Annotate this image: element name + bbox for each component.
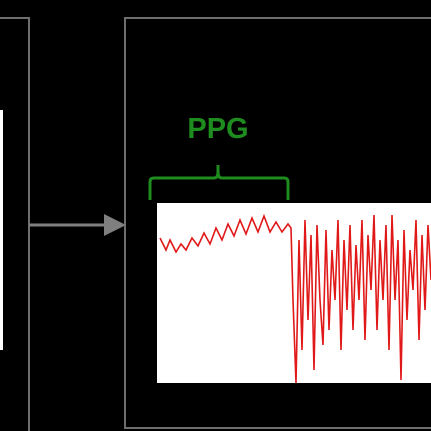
- ppg-label: PPG: [187, 113, 248, 145]
- left-panel: [0, 110, 3, 350]
- arrow-head: [104, 214, 126, 236]
- bracket: [148, 165, 290, 200]
- arrow: [29, 214, 126, 236]
- signal-trace: [159, 213, 431, 384]
- right-box: [124, 17, 431, 429]
- left-box: [0, 17, 30, 431]
